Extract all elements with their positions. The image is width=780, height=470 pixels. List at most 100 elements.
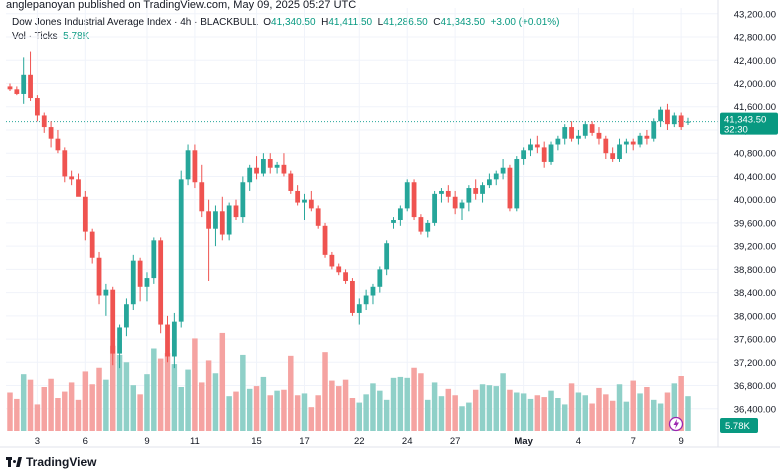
candle-body[interactable] <box>343 272 348 281</box>
candle-body[interactable] <box>384 243 390 270</box>
candle-body[interactable] <box>623 141 629 145</box>
candle-body[interactable] <box>14 89 20 94</box>
candle-body[interactable] <box>493 173 499 180</box>
candle-body[interactable] <box>377 269 383 287</box>
candle-body[interactable] <box>62 150 68 177</box>
candle-body[interactable] <box>233 205 239 218</box>
candle-body[interactable] <box>630 141 636 145</box>
candle-body[interactable] <box>404 182 410 209</box>
candle-body[interactable] <box>55 138 61 151</box>
candle-body[interactable] <box>665 109 670 125</box>
candle-body[interactable] <box>295 190 301 203</box>
candle-body[interactable] <box>603 138 609 154</box>
candle-body[interactable] <box>391 220 396 223</box>
candle-body[interactable] <box>350 280 355 313</box>
candle-body[interactable] <box>185 150 191 180</box>
candle-body[interactable] <box>466 188 472 203</box>
candle-body[interactable] <box>240 182 246 218</box>
volume-label[interactable]: Vol · Ticks <box>12 31 58 42</box>
candle-body[interactable] <box>267 159 273 168</box>
candle-body[interactable] <box>103 289 109 296</box>
candle-body[interactable] <box>76 179 81 197</box>
candle-body[interactable] <box>322 225 328 255</box>
candle-body[interactable] <box>178 179 184 322</box>
candle-body[interactable] <box>165 324 170 357</box>
candle-body[interactable] <box>569 127 574 139</box>
candle-body[interactable] <box>288 173 294 191</box>
candle-body[interactable] <box>541 147 547 162</box>
candle-body[interactable] <box>486 179 492 186</box>
candle-body[interactable] <box>302 199 307 203</box>
candle-body[interactable] <box>171 321 177 357</box>
candle-body[interactable] <box>610 153 616 160</box>
candle-body[interactable] <box>363 295 369 305</box>
candle-body[interactable] <box>69 176 75 180</box>
candle-body[interactable] <box>637 135 643 145</box>
candle-body[interactable] <box>247 167 253 183</box>
candle-body[interactable] <box>685 121 691 123</box>
candle-body[interactable] <box>260 159 266 174</box>
symbol-title[interactable]: Dow Jones Industrial Average Index · 4h … <box>12 17 258 28</box>
candle-body[interactable] <box>308 199 314 209</box>
candle-body[interactable] <box>548 144 554 162</box>
candle-body[interactable] <box>678 115 684 128</box>
candle-body[interactable] <box>397 208 403 220</box>
candle-body[interactable] <box>596 132 602 139</box>
candle-body[interactable] <box>82 196 88 232</box>
candle-body[interactable] <box>562 127 568 139</box>
candle-body[interactable] <box>213 211 218 229</box>
candle-body[interactable] <box>514 159 520 209</box>
candle-body[interactable] <box>192 150 198 183</box>
candle-body[interactable] <box>41 115 47 128</box>
candle-body[interactable] <box>254 167 259 174</box>
candle-body[interactable] <box>124 304 129 328</box>
candle-body[interactable] <box>48 127 54 139</box>
candle-body[interactable] <box>521 150 527 160</box>
candle-body[interactable] <box>28 74 33 99</box>
candle-body[interactable] <box>7 86 13 90</box>
candle-body[interactable] <box>576 135 581 139</box>
candle-body[interactable] <box>452 196 458 209</box>
candle-body[interactable] <box>671 115 677 125</box>
candle-body[interactable] <box>644 135 650 139</box>
candle-body[interactable] <box>144 278 150 287</box>
candle-body[interactable] <box>411 182 417 218</box>
candle-body[interactable] <box>137 260 143 287</box>
candle-body[interactable] <box>658 109 664 122</box>
candle-body[interactable] <box>274 164 280 168</box>
tradingview-logo[interactable]: TradingView <box>6 455 96 469</box>
candle-body[interactable] <box>432 193 438 223</box>
candle-body[interactable] <box>34 98 40 116</box>
candle-body[interactable] <box>21 74 27 94</box>
candle-body[interactable] <box>329 254 335 267</box>
candle-body[interactable] <box>425 222 431 232</box>
candle-body[interactable] <box>582 124 588 136</box>
candle-body[interactable] <box>199 182 205 212</box>
candle-body[interactable] <box>130 260 136 305</box>
candle-body[interactable] <box>507 167 513 209</box>
candle-body[interactable] <box>617 144 622 160</box>
candle-body[interactable] <box>500 167 506 174</box>
candle-body[interactable] <box>219 211 225 235</box>
candle-body[interactable] <box>151 240 157 279</box>
candle-body[interactable] <box>589 124 595 133</box>
candle-body[interactable] <box>651 121 657 139</box>
candle-body[interactable] <box>281 164 287 174</box>
candle-body[interactable] <box>473 188 479 194</box>
candle-body[interactable] <box>96 257 102 296</box>
candle-body[interactable] <box>356 304 362 313</box>
candle-body[interactable] <box>459 202 465 209</box>
candle-body[interactable] <box>89 231 95 258</box>
candle-body[interactable] <box>534 144 540 148</box>
candle-body[interactable] <box>480 185 485 194</box>
candle-body[interactable] <box>555 138 561 145</box>
candle-body[interactable] <box>439 190 444 194</box>
candle-body[interactable] <box>445 190 451 197</box>
candle-body[interactable] <box>315 208 321 226</box>
candle-body[interactable] <box>226 205 232 235</box>
candle-body[interactable] <box>158 240 164 325</box>
candle-body[interactable] <box>117 327 122 354</box>
candle-body[interactable] <box>418 217 424 232</box>
candle-body[interactable] <box>370 286 376 296</box>
